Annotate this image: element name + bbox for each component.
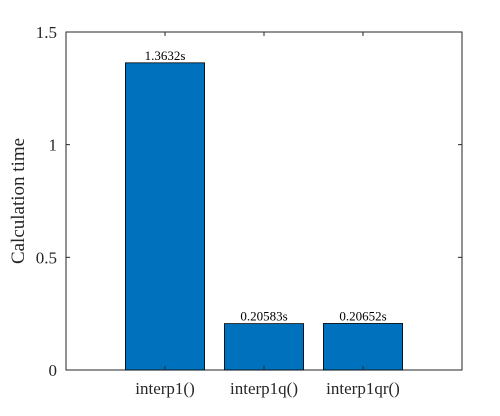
bar-interp1qr [322,323,403,371]
x-tick-label: interp1q() [230,379,298,398]
data-label: 1.3632s [145,48,186,63]
bar-interp1 [125,62,205,371]
plot-area: 1.3632s 0.20583s 0.20652s 0 0.5 1 1.5 interp1… [36,23,463,398]
data-label: 0.20583s [240,309,287,324]
y-tick-label: 1 [49,136,58,155]
bars-group [125,62,403,371]
y-tick-label: 0.5 [36,248,57,267]
y-axis-title: Calculation time [8,138,29,264]
data-labels-group: 1.3632s 0.20583s 0.20652s [145,48,387,324]
y-ticks-group: 0 0.5 1 1.5 [36,23,462,380]
x-tick-label: interp1() [135,379,194,398]
x-ticks-group: interp1() interp1q() interp1qr() [135,32,400,398]
data-label: 0.20652s [339,308,386,323]
bar-interp1q [223,323,304,371]
y-tick-label: 1.5 [36,23,57,42]
x-tick-label: interp1qr() [326,379,400,398]
y-tick-label: 0 [49,361,58,380]
